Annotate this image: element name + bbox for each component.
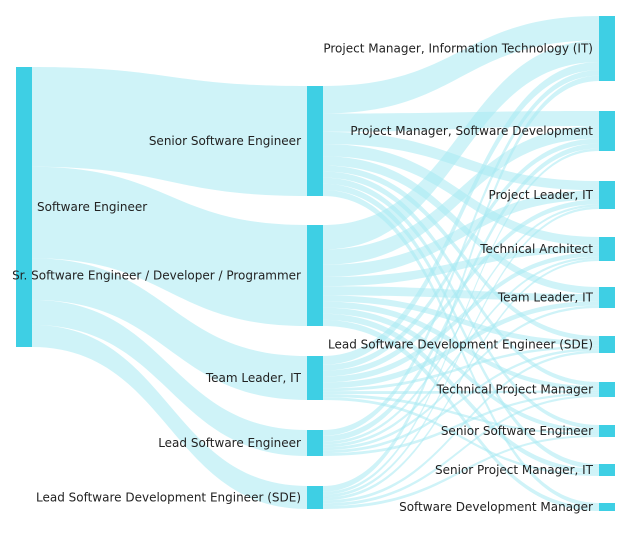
node-label-lse: Lead Software Engineer — [158, 436, 301, 450]
node-label-spm: Senior Project Manager, IT — [435, 463, 594, 477]
link-lsde-to-tpm — [323, 394, 599, 507]
link-lsde-to-plit — [323, 206, 599, 498]
link-tl-to-lsde2 — [323, 345, 599, 392]
node-sse — [307, 86, 323, 196]
link-tl-to-spm — [323, 397, 599, 476]
link-lsde-to-lsde2 — [323, 350, 599, 504]
node-label-ssedp: Sr. Software Engineer / Developer / Prog… — [12, 269, 301, 283]
node-label-ta: Technical Architect — [479, 242, 593, 256]
link-tl-to-plit — [323, 199, 599, 377]
link-tl-to-tlit — [323, 301, 599, 389]
link-sse-to-sse2 — [323, 177, 599, 429]
node-tpm — [599, 382, 615, 397]
node-ta — [599, 237, 615, 261]
link-ssedp-to-ta — [323, 245, 599, 287]
link-ssedp-to-sse2 — [323, 307, 599, 433]
node-label-lsde: Lead Software Development Engineer (SDE) — [36, 491, 301, 505]
node-ssedp — [307, 225, 323, 326]
link-lse-to-tlit — [323, 305, 599, 451]
node-plit — [599, 181, 615, 209]
link-lsde-to-pmsd — [323, 148, 599, 495]
link-sse-to-tlit — [323, 156, 599, 294]
node-se — [16, 67, 32, 347]
link-sse-to-plit — [323, 131, 599, 191]
link-lsde-to-ta — [323, 258, 599, 501]
link-sse-to-pmsd — [323, 111, 599, 132]
link-lse-to-tpm — [323, 392, 599, 456]
link-lse-to-lsde2 — [323, 348, 599, 454]
link-tl-to-ta — [323, 252, 599, 383]
node-label-pmsd: Project Manager, Software Development — [350, 124, 593, 138]
nodes-layer — [16, 16, 615, 511]
link-se-to-tl — [32, 258, 307, 400]
link-se-to-ssedp — [32, 166, 307, 326]
link-se-to-lsde — [32, 324, 307, 509]
node-label-plit: Project Leader, IT — [488, 188, 593, 202]
node-lsde2 — [599, 336, 615, 353]
link-ssedp-to-spm — [323, 313, 599, 474]
link-se-to-sse — [32, 67, 307, 196]
node-label-tpm: Technical Project Manager — [436, 383, 593, 397]
link-lse-to-pmsd — [323, 143, 599, 442]
node-label-se: Software Engineer — [37, 200, 147, 214]
node-label-sse2: Senior Software Engineer — [441, 424, 593, 438]
node-pmit — [599, 16, 615, 81]
node-label-tlit: Team Leader, IT — [497, 291, 594, 305]
node-pmsd — [599, 111, 615, 151]
link-lse-to-pmit — [323, 70, 599, 436]
link-ssedp-to-plit — [323, 190, 599, 278]
link-se-to-lse — [32, 299, 307, 456]
labels-layer: Software Engineer Senior Software Enginee… — [12, 42, 594, 515]
link-sse-to-tpm — [323, 171, 599, 387]
link-lsde-to-sse2 — [323, 435, 599, 509]
node-tl — [307, 356, 323, 400]
link-lsde-to-pmit — [323, 75, 599, 492]
node-sse2 — [599, 425, 615, 437]
link-sse-to-spm — [323, 183, 599, 469]
node-lsde — [307, 486, 323, 509]
node-label-tl: Team Leader, IT — [205, 371, 302, 385]
node-label-lsde2: Lead Software Development Engineer (SDE) — [328, 338, 593, 352]
node-label-sse: Senior Software Engineer — [149, 134, 301, 148]
node-lse — [307, 430, 323, 456]
node-label-sdm: Software Development Manager — [399, 500, 593, 514]
link-tl-to-pmit — [323, 62, 599, 365]
links-layer — [32, 16, 599, 511]
node-label-pmit: Project Manager, Information Technology … — [323, 42, 593, 56]
node-sdm — [599, 503, 615, 511]
link-ssedp-to-pmit — [323, 40, 599, 250]
link-ssedp-to-pmsd — [323, 126, 599, 265]
link-lse-to-plit — [323, 204, 599, 445]
link-tl-to-sse2 — [323, 394, 599, 435]
node-tlit — [599, 287, 615, 308]
link-sse-to-pmit — [323, 16, 599, 114]
node-spm — [599, 464, 615, 476]
